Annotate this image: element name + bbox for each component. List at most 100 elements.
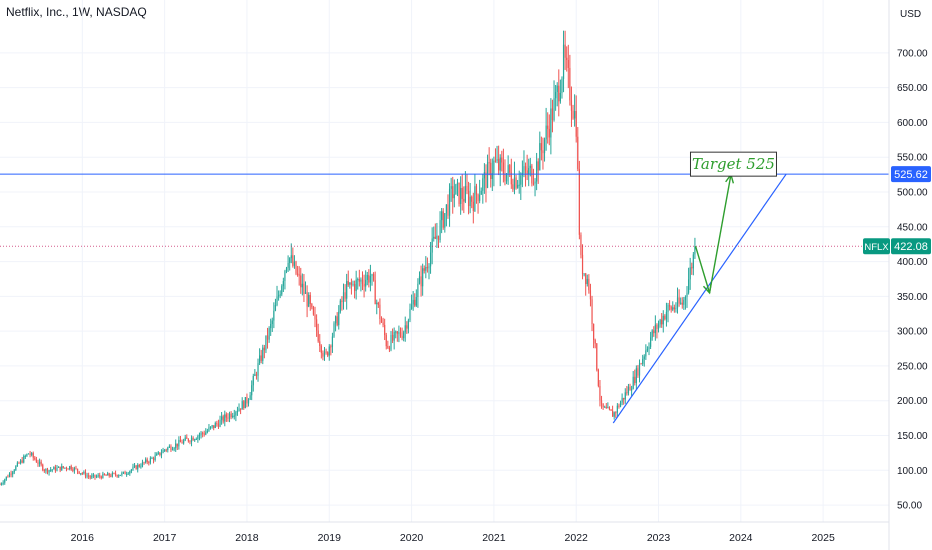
candle-body [116, 475, 118, 477]
candle-body [510, 172, 512, 185]
candle-body [308, 295, 310, 307]
candle-body [48, 470, 50, 473]
candle-body [100, 476, 102, 479]
candle-body [103, 473, 106, 475]
candle-body [312, 307, 315, 315]
target-box [689, 151, 777, 177]
candle-body [635, 368, 637, 384]
grid [0, 0, 889, 522]
candle-body [604, 406, 606, 408]
candle-body [72, 469, 74, 471]
candle-body [694, 246, 696, 255]
candle-body [532, 183, 535, 185]
candle-body [311, 303, 313, 308]
candle-body [29, 453, 31, 455]
candle-body [228, 413, 231, 419]
candle-body [344, 292, 346, 299]
candle-body [409, 308, 411, 321]
candle-body [233, 415, 235, 417]
candle-body [241, 401, 243, 410]
candle-body [113, 473, 115, 475]
candle-body [219, 419, 221, 427]
price-tick-label: 600.00 [897, 118, 928, 129]
candle-body [54, 467, 57, 471]
candle-body [504, 174, 506, 182]
candle-body [629, 386, 631, 391]
candle-body [676, 297, 679, 309]
candle-body [259, 355, 261, 364]
candle-body [425, 266, 427, 271]
candle-body [91, 475, 93, 478]
candle-body [545, 125, 547, 140]
projection-arrow-2 [708, 174, 732, 293]
time-axis[interactable]: 2016 2017 2018 2019 2020 2021 2022 2023 2024 2025 [0, 521, 889, 544]
candle-body [32, 453, 34, 458]
candle-body [360, 279, 362, 282]
time-tick-label: 2020 [400, 532, 424, 544]
candle-body [642, 359, 644, 364]
candle-body [285, 267, 288, 272]
chart-title: Netflix, Inc., 1W, NASDAQ [6, 5, 147, 19]
candle-body [62, 466, 64, 468]
candle-body [600, 400, 603, 404]
candle-body [7, 476, 9, 478]
price-tick-label: 450.00 [897, 222, 928, 233]
candle-body [301, 283, 303, 288]
candle-body [684, 296, 687, 300]
candle-body [536, 161, 538, 182]
candle-body [399, 332, 402, 336]
candle-body [274, 305, 277, 311]
candle-body [657, 324, 660, 329]
price-lines [0, 173, 889, 247]
candle-body [293, 261, 296, 266]
candle-body [195, 438, 197, 440]
candle-body [298, 274, 300, 276]
candle-body [70, 466, 72, 470]
candle-body [88, 475, 90, 477]
candle-body [380, 319, 383, 323]
candle-body [252, 375, 254, 386]
candle-body [59, 466, 61, 471]
candle-body [257, 363, 259, 376]
candle-body [43, 470, 45, 472]
candle-body [353, 284, 356, 292]
candle-body [588, 278, 590, 291]
candle-body [569, 67, 571, 101]
candle-body [382, 322, 384, 325]
candle-body [529, 165, 531, 168]
candle-body [276, 296, 278, 306]
candle-body [132, 466, 134, 470]
candle-body [638, 363, 641, 376]
price-tick-label: 700.00 [897, 48, 928, 59]
candle-body [648, 346, 650, 350]
price-tick-label: 550.00 [897, 153, 928, 164]
candle-body [306, 292, 308, 307]
candle-body [542, 150, 544, 154]
candle-body [0, 484, 1, 486]
candle-body [347, 281, 349, 285]
candle-body [24, 456, 26, 458]
time-tick-label: 2017 [153, 532, 177, 544]
candle-body [317, 330, 319, 342]
candle-body [224, 414, 226, 422]
candle-body [327, 352, 329, 356]
candle-body [118, 475, 120, 477]
price-axis[interactable]: USD 50.00 100.00 150.00 200.00 250.00 300.00 35… [863, 0, 932, 550]
candle-body [216, 423, 218, 425]
price-tick-label: 250.00 [897, 361, 928, 372]
time-tick-label: 2023 [647, 532, 671, 544]
price-tick-label: 650.00 [897, 83, 928, 94]
candle-body [156, 453, 158, 456]
candle-body [586, 278, 588, 285]
currency-label: USD [900, 9, 921, 20]
candle-body [84, 471, 87, 477]
candle-body [67, 468, 69, 470]
candle-body [350, 282, 353, 285]
candle-body [577, 136, 579, 169]
candle-body [420, 276, 422, 287]
candle-body [221, 416, 223, 420]
time-tick-label: 2018 [235, 532, 259, 544]
candle-body [76, 468, 79, 472]
price-tick-label: 150.00 [897, 431, 928, 442]
